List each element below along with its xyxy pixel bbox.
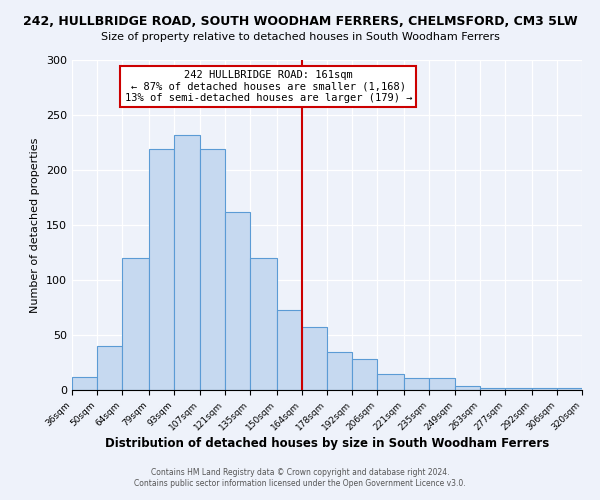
Bar [404, 378, 430, 390]
Bar [352, 359, 377, 390]
Bar [122, 258, 149, 390]
X-axis label: Distribution of detached houses by size in South Woodham Ferrers: Distribution of detached houses by size … [105, 438, 549, 450]
Text: Contains HM Land Registry data © Crown copyright and database right 2024.
Contai: Contains HM Land Registry data © Crown c… [134, 468, 466, 487]
Bar [149, 149, 175, 390]
Bar [532, 388, 557, 390]
Bar [277, 310, 302, 390]
Bar [199, 149, 224, 390]
Text: Size of property relative to detached houses in South Woodham Ferrers: Size of property relative to detached ho… [101, 32, 499, 42]
Bar [479, 388, 505, 390]
Bar [72, 377, 97, 390]
Bar [377, 374, 404, 390]
Bar [430, 378, 455, 390]
Bar [224, 212, 250, 390]
Bar [455, 386, 479, 390]
Text: 242, HULLBRIDGE ROAD, SOUTH WOODHAM FERRERS, CHELMSFORD, CM3 5LW: 242, HULLBRIDGE ROAD, SOUTH WOODHAM FERR… [23, 15, 577, 28]
Bar [505, 388, 532, 390]
Bar [175, 135, 199, 390]
Text: 242 HULLBRIDGE ROAD: 161sqm
← 87% of detached houses are smaller (1,168)
13% of : 242 HULLBRIDGE ROAD: 161sqm ← 87% of det… [125, 70, 412, 103]
Bar [97, 346, 122, 390]
Bar [250, 258, 277, 390]
Bar [302, 328, 327, 390]
Y-axis label: Number of detached properties: Number of detached properties [31, 138, 40, 312]
Bar [557, 388, 582, 390]
Bar [327, 352, 352, 390]
